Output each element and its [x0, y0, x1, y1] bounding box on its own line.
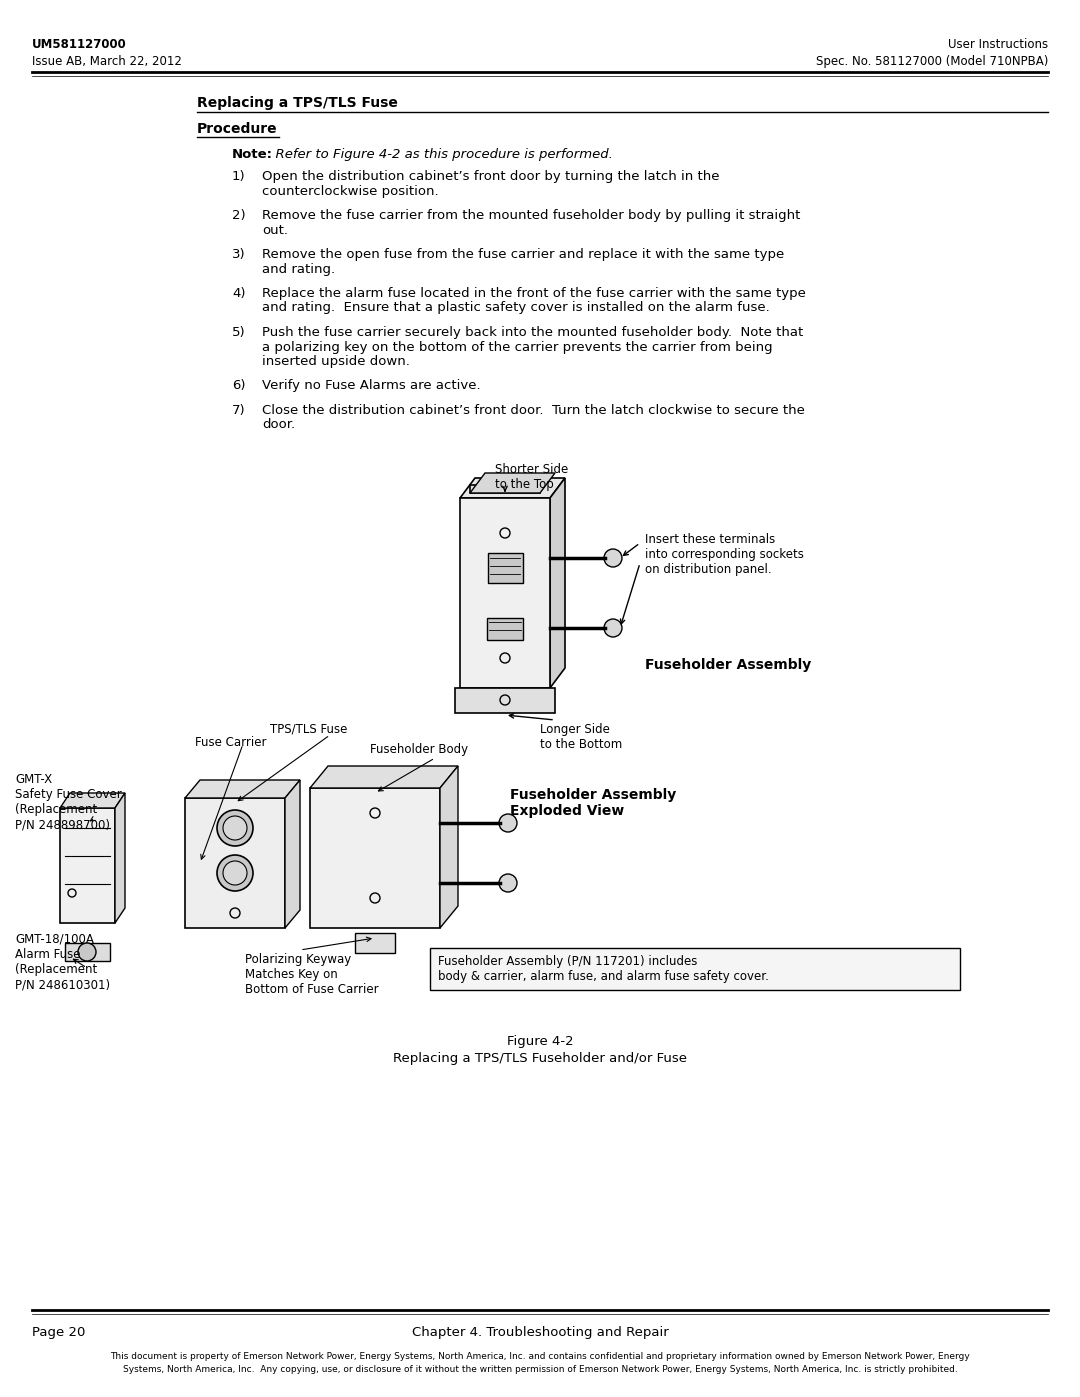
Polygon shape [185, 780, 300, 798]
Polygon shape [310, 766, 458, 788]
Polygon shape [114, 793, 125, 923]
Text: Longer Side
to the Bottom: Longer Side to the Bottom [540, 724, 622, 752]
Text: Close the distribution cabinet’s front door.  Turn the latch clockwise to secure: Close the distribution cabinet’s front d… [262, 404, 805, 416]
Polygon shape [60, 793, 125, 807]
Circle shape [604, 619, 622, 637]
Polygon shape [440, 766, 458, 928]
Bar [488, 553, 523, 583]
Circle shape [604, 549, 622, 567]
Text: GMT-18/100A
Alarm Fuse
(Replacement
P/N 248610301): GMT-18/100A Alarm Fuse (Replacement P/N … [15, 933, 110, 990]
Text: Remove the open fuse from the fuse carrier and replace it with the same type: Remove the open fuse from the fuse carri… [262, 249, 784, 261]
Text: Replacing a TPS/TLS Fuse: Replacing a TPS/TLS Fuse [197, 96, 397, 110]
Text: 3): 3) [232, 249, 245, 261]
Bar [455, 687, 555, 712]
Text: User Instructions: User Instructions [948, 38, 1048, 52]
Text: 6): 6) [232, 380, 245, 393]
Text: Push the fuse carrier securely back into the mounted fuseholder body.  Note that: Push the fuse carrier securely back into… [262, 326, 804, 339]
Bar [60, 807, 114, 923]
Text: Replacing a TPS/TLS Fuseholder and/or Fuse: Replacing a TPS/TLS Fuseholder and/or Fu… [393, 1052, 687, 1065]
Circle shape [499, 814, 517, 833]
Text: Refer to Figure 4-2 as this procedure is performed.: Refer to Figure 4-2 as this procedure is… [267, 148, 612, 161]
Circle shape [78, 943, 96, 961]
Text: 7): 7) [232, 404, 245, 416]
Text: counterclockwise position.: counterclockwise position. [262, 184, 438, 197]
Polygon shape [460, 478, 565, 497]
Circle shape [222, 861, 247, 886]
Text: UM581127000: UM581127000 [32, 38, 126, 52]
Text: 5): 5) [232, 326, 245, 339]
Bar [430, 949, 960, 990]
Text: Figure 4-2: Figure 4-2 [507, 1035, 573, 1048]
Circle shape [217, 855, 253, 891]
Text: Fuseholder Body: Fuseholder Body [370, 743, 468, 756]
Polygon shape [285, 780, 300, 928]
Text: Page 20: Page 20 [32, 1326, 85, 1338]
Text: inserted upside down.: inserted upside down. [262, 355, 410, 367]
Bar [355, 933, 395, 953]
Text: Issue AB, March 22, 2012: Issue AB, March 22, 2012 [32, 54, 181, 68]
Bar [65, 943, 110, 961]
Text: Open the distribution cabinet’s front door by turning the latch in the: Open the distribution cabinet’s front do… [262, 170, 719, 183]
Text: Note:: Note: [232, 148, 273, 161]
Text: 1): 1) [232, 170, 245, 183]
Text: Spec. No. 581127000 (Model 710NPBA): Spec. No. 581127000 (Model 710NPBA) [815, 54, 1048, 68]
Text: Fuse Carrier: Fuse Carrier [195, 736, 267, 749]
Text: Systems, North America, Inc.  Any copying, use, or disclosure of it without the : Systems, North America, Inc. Any copying… [123, 1365, 957, 1375]
Text: Polarizing Keyway
Matches Key on
Bottom of Fuse Carrier: Polarizing Keyway Matches Key on Bottom … [245, 953, 379, 996]
Text: and rating.  Ensure that a plastic safety cover is installed on the alarm fuse.: and rating. Ensure that a plastic safety… [262, 302, 770, 314]
Text: Remove the fuse carrier from the mounted fuseholder body by pulling it straight: Remove the fuse carrier from the mounted… [262, 210, 800, 222]
Text: Procedure: Procedure [197, 122, 278, 136]
Text: Chapter 4. Troubleshooting and Repair: Chapter 4. Troubleshooting and Repair [411, 1326, 669, 1338]
Text: This document is property of Emerson Network Power, Energy Systems, North Americ: This document is property of Emerson Net… [110, 1352, 970, 1361]
Bar [310, 788, 440, 928]
Circle shape [499, 875, 517, 893]
Text: GMT-X
Safety Fuse Cover
(Replacement
P/N 248898700): GMT-X Safety Fuse Cover (Replacement P/N… [15, 773, 122, 831]
Bar [487, 617, 523, 640]
Text: door.: door. [262, 419, 295, 432]
Text: and rating.: and rating. [262, 263, 335, 275]
Bar [470, 485, 540, 493]
Bar [460, 497, 550, 687]
Polygon shape [470, 474, 555, 493]
Text: 2): 2) [232, 210, 245, 222]
Text: a polarizing key on the bottom of the carrier prevents the carrier from being: a polarizing key on the bottom of the ca… [262, 341, 772, 353]
Text: Replace the alarm fuse located in the front of the fuse carrier with the same ty: Replace the alarm fuse located in the fr… [262, 286, 806, 300]
Text: Fuseholder Assembly: Fuseholder Assembly [645, 658, 811, 672]
Polygon shape [550, 478, 565, 687]
Text: Fuseholder Assembly
Exploded View: Fuseholder Assembly Exploded View [510, 788, 676, 819]
Text: Insert these terminals
into corresponding sockets
on distribution panel.: Insert these terminals into correspondin… [645, 534, 804, 576]
Text: Verify no Fuse Alarms are active.: Verify no Fuse Alarms are active. [262, 380, 481, 393]
Bar [185, 798, 285, 928]
Circle shape [217, 810, 253, 847]
Circle shape [222, 816, 247, 840]
Text: 4): 4) [232, 286, 245, 300]
Text: Shorter Side
to the Top: Shorter Side to the Top [495, 462, 568, 490]
Text: out.: out. [262, 224, 288, 236]
Text: Fuseholder Assembly (P/N 117201) includes
body & carrier, alarm fuse, and alarm : Fuseholder Assembly (P/N 117201) include… [438, 956, 769, 983]
Text: TPS/TLS Fuse: TPS/TLS Fuse [270, 724, 348, 736]
